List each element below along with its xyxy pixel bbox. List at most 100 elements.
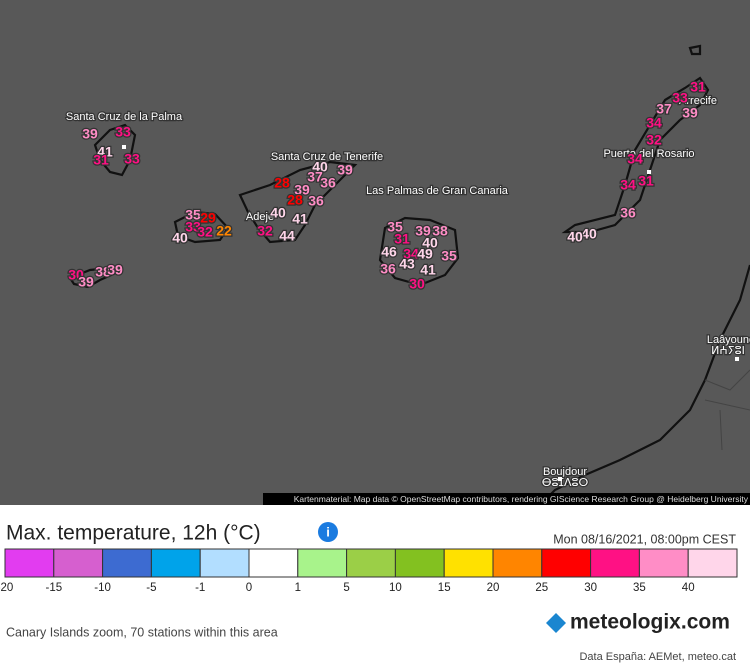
legend-swatch (53, 548, 104, 578)
station-value: 40 (422, 235, 438, 251)
station-value: 32 (646, 132, 662, 148)
station-value: 36 (308, 193, 324, 209)
legend-swatch (102, 548, 152, 578)
legend-tick-label: 0 (246, 582, 252, 594)
station-value: 30 (409, 276, 425, 292)
legend-tick-label: -15 (45, 582, 62, 594)
info-icon[interactable] (318, 522, 338, 542)
legend-swatch (199, 548, 250, 578)
place-dot (122, 145, 126, 149)
station-value: 32 (197, 224, 213, 240)
legend-tick-label: 1 (295, 582, 301, 594)
station-value: 28 (287, 192, 303, 208)
source: Data España: AEMet, meteo.cat (579, 651, 736, 663)
legend-swatch (638, 548, 689, 578)
attribution-bg (263, 493, 750, 505)
station-value: 34 (403, 246, 419, 262)
station-value: 40 (312, 159, 328, 175)
station-value: 39 (415, 223, 431, 239)
place-label: Santa Cruz de Tenerife (271, 151, 383, 163)
place-label: Arrecife (679, 95, 717, 107)
legend-tick-label: -10 (94, 582, 111, 594)
place-label: Boujdour (543, 466, 587, 478)
legend-tick-label: 15 (438, 582, 451, 594)
station-value: 39 (107, 262, 123, 278)
station-value: 37 (656, 101, 672, 117)
station-value: 40 (270, 205, 286, 221)
legend-panel: Max. temperature, 12h (°C) i Mon 08/16/2… (0, 522, 738, 663)
legend-tick-label: 30 (584, 582, 597, 594)
legend-tick-label: -20 (0, 582, 13, 594)
station-value: 36 (380, 261, 396, 277)
station-value: 46 (381, 244, 397, 260)
station-value: 31 (638, 173, 654, 189)
info-icon-text: i (326, 524, 330, 539)
station-value: 31 (690, 79, 706, 95)
brand: meteologix.com (570, 611, 730, 634)
attribution: Kartenmaterial: Map data © OpenStreetMap… (294, 494, 749, 504)
legend-swatch (443, 548, 494, 578)
brand-logo (546, 613, 566, 633)
station-value: 39 (294, 182, 310, 198)
station-value: 36 (620, 205, 636, 221)
station-value: 41 (292, 211, 308, 227)
datetime: Mon 08/16/2021, 08:00pm CEST (553, 532, 736, 546)
station-value: 29 (200, 210, 216, 226)
station-value: 38 (432, 223, 448, 239)
station-value: 34 (620, 177, 636, 193)
station-value: 28 (274, 175, 290, 191)
place-label: Puerto del Rosario (603, 148, 694, 160)
map[interactable]: Santa Cruz de la Palma Santa Cruz de Tene… (0, 0, 750, 505)
place-labels: Santa Cruz de la Palma Santa Cruz de Tene… (65, 94, 750, 491)
station-value: 33 (672, 90, 688, 106)
legend-swatch (297, 548, 348, 578)
legend-tick-label: 5 (343, 582, 349, 594)
place-dot (558, 477, 562, 481)
station-value: 34 (627, 151, 643, 167)
legend-tick-label: 35 (633, 582, 646, 594)
place-label: Santa Cruz de la Palma (66, 111, 183, 123)
place-label: Las Palmas de Gran Canaria (366, 185, 509, 197)
legend-tick-label: -5 (146, 582, 156, 594)
legend-tick-label: 25 (535, 582, 548, 594)
place-dot (647, 170, 651, 174)
station-value: 35 (441, 248, 457, 264)
info-text: Canary Islands zoom, 70 stations within … (6, 625, 278, 639)
coastlines (68, 44, 750, 505)
legend-tick-label: -1 (195, 582, 205, 594)
station-value: 40 (581, 226, 597, 242)
place-label: ⴱⵓⵊⴷⵓⵔ (542, 477, 589, 489)
station-value: 39 (337, 162, 353, 178)
station-value: 49 (417, 246, 433, 262)
station-value: 39 (78, 274, 94, 290)
station-value: 33 (124, 151, 140, 167)
place-dot (735, 357, 739, 361)
station-value: 41 (97, 144, 113, 160)
place-label: Adeje (246, 211, 274, 223)
station-value: 30 (68, 267, 84, 283)
station-value: 37 (307, 169, 323, 185)
station-value: 35 (185, 207, 201, 223)
place-label: Laâyoune (707, 334, 750, 346)
legend-tick-label: 10 (389, 582, 402, 594)
legend-swatch (150, 548, 201, 578)
station-value: 33 (115, 124, 131, 140)
station-value: 39 (682, 105, 698, 121)
legend-title: Max. temperature, 12h (°C) (6, 522, 261, 545)
legend-swatch (346, 548, 396, 578)
station-value: 33 (185, 219, 201, 235)
station-value: 38 (95, 264, 111, 280)
legend-tick-label: 40 (682, 582, 695, 594)
station-value: 44 (279, 228, 295, 244)
station-value: 40 (172, 230, 188, 246)
legend-swatch (4, 548, 55, 578)
legend-swatch (541, 548, 592, 578)
legend-swatch (492, 548, 543, 578)
station-value: 39 (82, 126, 98, 142)
legend-tick-label: 20 (487, 582, 500, 594)
sea (0, 0, 750, 505)
legend-swatch (248, 548, 299, 578)
